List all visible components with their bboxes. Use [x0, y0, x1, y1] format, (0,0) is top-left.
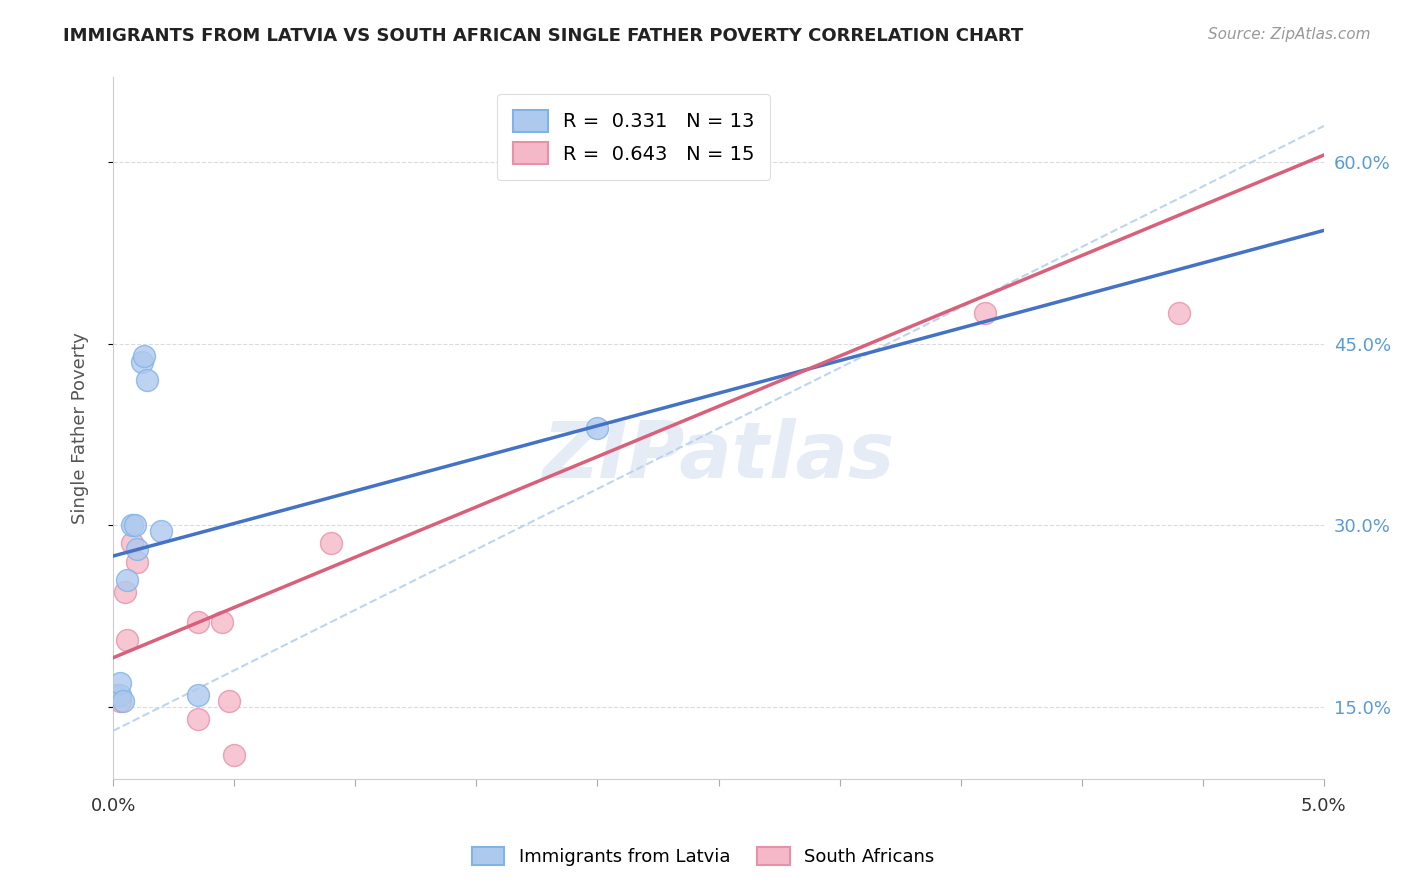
Point — [121, 536, 143, 550]
Point — [104, 688, 127, 702]
Point — [134, 349, 156, 363]
Point — [319, 536, 342, 550]
Point — [222, 748, 245, 763]
Text: Source: ZipAtlas.com: Source: ZipAtlas.com — [1208, 27, 1371, 42]
Text: 5.0%: 5.0% — [1301, 797, 1346, 815]
Point — [218, 694, 240, 708]
Point — [586, 421, 609, 435]
Point — [108, 694, 131, 708]
Y-axis label: Single Father Poverty: Single Father Poverty — [72, 333, 89, 524]
Legend: R =  0.331   N = 13, R =  0.643   N = 15: R = 0.331 N = 13, R = 0.643 N = 15 — [498, 95, 770, 180]
Point — [125, 555, 148, 569]
Point — [150, 524, 173, 539]
Point — [211, 615, 233, 629]
Legend: Immigrants from Latvia, South Africans: Immigrants from Latvia, South Africans — [458, 834, 948, 879]
Point — [111, 694, 134, 708]
Point — [187, 615, 209, 629]
Point — [117, 633, 139, 648]
Point — [1167, 306, 1189, 320]
Point — [124, 518, 146, 533]
Point — [135, 373, 157, 387]
Point — [117, 573, 139, 587]
Point — [108, 675, 131, 690]
Point — [108, 688, 131, 702]
Text: 0.0%: 0.0% — [91, 797, 136, 815]
Point — [187, 688, 209, 702]
Point — [187, 712, 209, 726]
Text: ZIPatlas: ZIPatlas — [543, 418, 894, 494]
Point — [114, 584, 136, 599]
Point — [121, 518, 143, 533]
Point — [974, 306, 997, 320]
Point — [125, 542, 148, 557]
Text: IMMIGRANTS FROM LATVIA VS SOUTH AFRICAN SINGLE FATHER POVERTY CORRELATION CHART: IMMIGRANTS FROM LATVIA VS SOUTH AFRICAN … — [63, 27, 1024, 45]
Point — [683, 155, 706, 169]
Point — [131, 355, 153, 369]
